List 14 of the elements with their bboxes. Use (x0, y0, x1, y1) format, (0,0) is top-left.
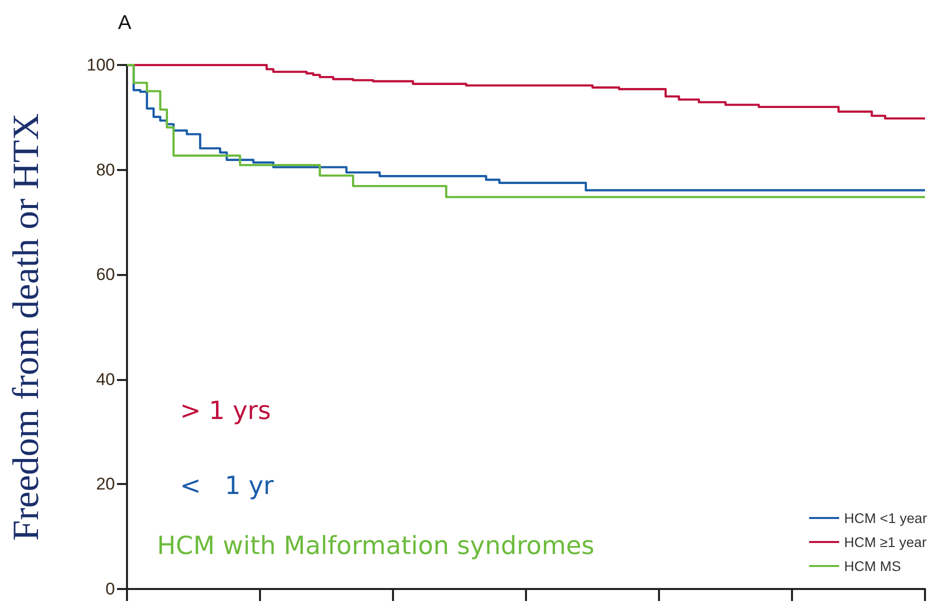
y-tick-label: 80 (96, 160, 115, 180)
y-tick-label: 40 (96, 370, 115, 389)
annotation: HCM with Malformation syndromes (157, 531, 594, 560)
y-tick-label: 100 (86, 56, 115, 74)
legend-label: HCM <1 year (844, 510, 928, 526)
y-tick-label: 60 (96, 265, 115, 284)
y-tick-label: 20 (96, 474, 115, 494)
y-axis-title: Freedom from death or HTX (6, 113, 47, 541)
chart-title: A (118, 12, 132, 34)
y-tick-label: 0 (106, 580, 115, 598)
legend-label: HCM MS (844, 558, 901, 574)
annotation: < 1 yr (180, 471, 274, 500)
legend-label: HCM ≥1 year (844, 534, 927, 550)
annotation: > 1 yrs (180, 396, 271, 425)
